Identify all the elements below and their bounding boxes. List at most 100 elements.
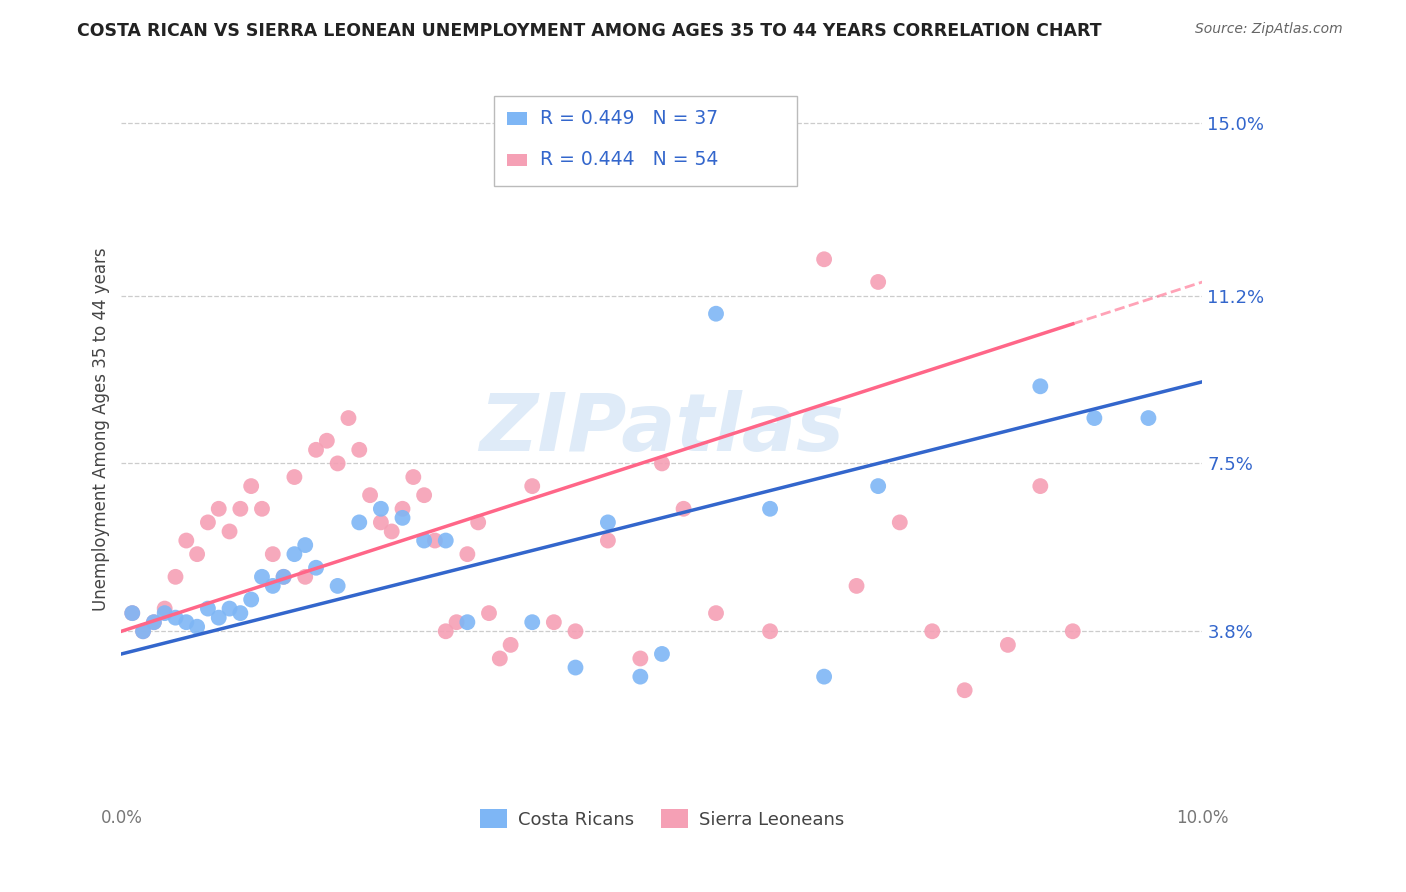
Text: Source: ZipAtlas.com: Source: ZipAtlas.com (1195, 22, 1343, 37)
Point (283, 470, 305, 484)
Point (402, 470, 425, 484)
Text: ZIPatlas: ZIPatlas (479, 391, 845, 468)
Point (868, 479, 890, 493)
Point (197, 516, 219, 530)
Point (921, 624, 943, 639)
Point (759, 501, 782, 516)
Point (456, 615, 478, 630)
Legend: Costa Ricans, Sierra Leoneans: Costa Ricans, Sierra Leoneans (472, 802, 851, 836)
Point (434, 624, 457, 639)
Point (165, 610, 187, 624)
Point (564, 624, 586, 639)
Point (868, 275, 890, 289)
Point (672, 501, 695, 516)
Point (391, 511, 413, 525)
Point (596, 533, 619, 548)
Text: COSTA RICAN VS SIERRA LEONEAN UNEMPLOYMENT AMONG AGES 35 TO 44 YEARS CORRELATION: COSTA RICAN VS SIERRA LEONEAN UNEMPLOYME… (77, 22, 1102, 40)
Point (250, 570, 273, 584)
Point (889, 516, 911, 530)
Point (997, 638, 1019, 652)
Point (1029, 479, 1052, 493)
Point (273, 570, 295, 584)
Point (813, 670, 835, 684)
Point (704, 606, 727, 620)
Point (294, 538, 316, 552)
Point (628, 670, 651, 684)
Text: R = 0.444   N = 54: R = 0.444 N = 54 (540, 150, 718, 169)
Point (391, 501, 413, 516)
Point (704, 307, 727, 321)
Point (315, 434, 337, 448)
Point (522, 479, 544, 493)
Point (186, 547, 208, 561)
Point (250, 501, 273, 516)
Point (651, 457, 673, 471)
Point (413, 533, 436, 548)
Text: R = 0.449   N = 37: R = 0.449 N = 37 (540, 109, 718, 128)
Point (628, 651, 651, 665)
Point (176, 615, 198, 630)
Point (240, 479, 263, 493)
Point (467, 516, 489, 530)
FancyBboxPatch shape (508, 153, 527, 166)
Point (229, 606, 252, 620)
Point (349, 516, 371, 530)
Point (273, 570, 295, 584)
Point (381, 524, 404, 539)
FancyBboxPatch shape (495, 96, 797, 186)
Point (142, 615, 165, 630)
Point (499, 638, 522, 652)
Point (305, 442, 328, 457)
Point (305, 560, 328, 574)
Point (121, 606, 143, 620)
Point (423, 533, 446, 548)
Point (370, 516, 392, 530)
Point (759, 624, 782, 639)
Point (153, 606, 176, 620)
Point (176, 533, 198, 548)
Point (218, 601, 240, 615)
Point (564, 660, 586, 674)
Point (294, 570, 316, 584)
Point (132, 624, 155, 639)
FancyBboxPatch shape (508, 112, 527, 125)
Point (197, 601, 219, 615)
Point (121, 606, 143, 620)
Point (845, 579, 868, 593)
Point (1062, 624, 1084, 639)
Point (1083, 411, 1105, 425)
Point (142, 615, 165, 630)
Point (413, 488, 436, 502)
Point (229, 501, 252, 516)
Point (1029, 379, 1052, 393)
Point (208, 610, 231, 624)
Point (262, 579, 284, 593)
Point (326, 457, 349, 471)
Point (218, 524, 240, 539)
Point (434, 533, 457, 548)
Point (326, 579, 349, 593)
Point (446, 615, 468, 630)
Point (478, 606, 501, 620)
Point (813, 252, 835, 267)
Point (240, 592, 263, 607)
Point (153, 601, 176, 615)
Point (953, 683, 976, 698)
Point (208, 501, 231, 516)
Point (359, 488, 381, 502)
Y-axis label: Unemployment Among Ages 35 to 44 years: Unemployment Among Ages 35 to 44 years (93, 248, 110, 611)
Point (456, 547, 478, 561)
Point (186, 620, 208, 634)
Point (522, 615, 544, 630)
Point (370, 501, 392, 516)
Point (283, 547, 305, 561)
Point (132, 624, 155, 639)
Point (488, 651, 510, 665)
Point (651, 647, 673, 661)
Point (1137, 411, 1160, 425)
Point (543, 615, 565, 630)
Point (337, 411, 360, 425)
Point (262, 547, 284, 561)
Point (596, 516, 619, 530)
Point (165, 570, 187, 584)
